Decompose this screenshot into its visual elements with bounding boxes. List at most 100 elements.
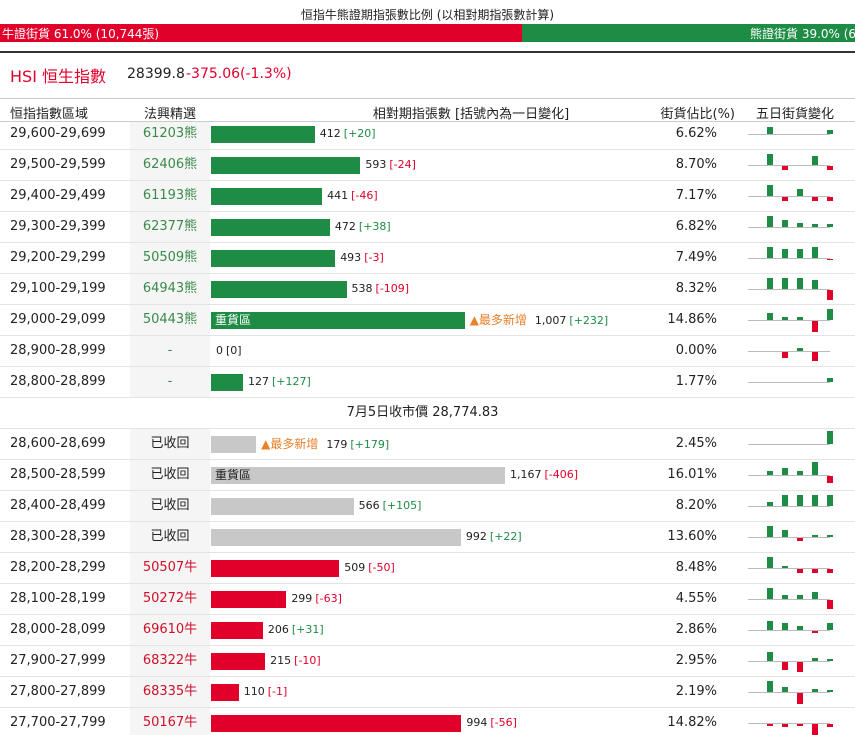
count-group: 992 [+22] — [466, 522, 522, 552]
baseline — [748, 630, 830, 631]
table-row: 29,100-29,199 64943熊 538 [-109] 8.32% — [0, 274, 855, 305]
five-day-chart — [748, 708, 834, 735]
count-bar — [211, 684, 239, 701]
code-bg — [130, 646, 210, 676]
share: 0.00% — [675, 343, 717, 358]
count-group: 593 [-24] — [365, 150, 416, 180]
count: 994 — [466, 716, 488, 729]
five-day-bar — [767, 621, 773, 630]
five-day-bar — [827, 197, 833, 202]
table-row: 28,000-28,099 69610牛 206 [+31] 2.86% — [0, 615, 855, 646]
table-row: 28,100-28,199 50272牛 299 [-63] 4.55% — [0, 584, 855, 615]
code-bg — [130, 677, 210, 707]
five-day-bar — [767, 588, 773, 599]
range: 29,200-29,299 — [10, 250, 106, 265]
five-day-chart — [748, 553, 834, 583]
five-day-chart — [748, 584, 834, 614]
five-day-chart — [748, 646, 834, 676]
range: 28,400-28,499 — [10, 498, 106, 513]
five-day-bar — [782, 220, 788, 227]
ratio-title: 恒指牛熊證期指張數比例 (以相對期指張數計算) — [300, 8, 555, 22]
change: [+105] — [382, 499, 422, 512]
baseline — [748, 475, 830, 476]
five-day-bar — [812, 592, 818, 599]
divider — [0, 51, 855, 53]
count-group: 110 [-1] — [244, 677, 288, 707]
share: 6.82% — [675, 219, 717, 234]
baseline — [748, 289, 830, 290]
five-day-bar — [827, 129, 833, 134]
range: 29,300-29,399 — [10, 219, 106, 234]
five-day-bar — [767, 127, 773, 134]
five-day-chart — [748, 243, 834, 273]
count: 179 — [326, 438, 348, 451]
five-day-bar — [812, 724, 818, 735]
range: 27,700-27,799 — [10, 715, 106, 730]
count-bar — [211, 436, 257, 453]
count-bar — [211, 591, 287, 608]
table-row: 29,300-29,399 62377熊 472 [+38] 6.82% — [0, 212, 855, 243]
range: 29,400-29,499 — [10, 188, 106, 203]
five-day-chart — [748, 460, 834, 490]
count-group: 566 [+105] — [359, 491, 422, 521]
code-bg — [130, 584, 210, 614]
code-bg — [130, 367, 210, 397]
five-day-bar — [767, 724, 773, 727]
five-day-bar — [782, 530, 788, 537]
count-group: 441 [-46] — [327, 181, 378, 211]
range: 29,600-29,699 — [10, 126, 106, 141]
table-row: 29,200-29,299 50509熊 493 [-3] 7.49% — [0, 243, 855, 274]
change: [-406] — [544, 468, 579, 481]
change: [+38] — [358, 220, 391, 233]
five-day-bar — [812, 352, 818, 361]
count: 472 — [334, 220, 356, 233]
code: 69610牛 — [142, 622, 198, 637]
index-change: -375.06(-1.3%) — [186, 66, 292, 82]
count-group: 206 [+31] — [268, 615, 324, 645]
bear-label: 熊證街貨 39.0% (6,877張 — [750, 27, 855, 41]
count: 110 — [243, 685, 265, 698]
code: 50272牛 — [142, 591, 198, 606]
change: [+20] — [343, 127, 376, 140]
count: 127 — [247, 375, 269, 388]
change: [-3] — [364, 251, 384, 264]
share: 8.20% — [675, 498, 717, 513]
five-day-bar — [782, 249, 788, 258]
count: 441 — [327, 189, 349, 202]
count-bar — [211, 157, 361, 174]
range: 27,800-27,899 — [10, 684, 106, 699]
bar-tag: 重貨區 — [215, 468, 252, 482]
count-bar — [211, 374, 243, 391]
index-name: HSI 恒生指數 — [10, 67, 106, 86]
five-day-bar — [767, 154, 773, 165]
count-group: 493 [-3] — [340, 243, 384, 273]
share: 2.45% — [675, 436, 717, 451]
bull-bar — [0, 24, 522, 42]
code: 已收回 — [150, 436, 190, 451]
code: 64943熊 — [142, 281, 198, 296]
five-day-bar — [797, 470, 803, 475]
baseline — [748, 692, 830, 693]
five-day-bar — [797, 249, 803, 258]
five-day-bar — [797, 569, 803, 574]
index-price: 28399.8 — [127, 66, 185, 82]
table-row: 28,400-28,499 已收回 566 [+105] 8.20% — [0, 491, 855, 522]
five-day-bar — [812, 657, 818, 661]
five-day-bar — [782, 352, 788, 358]
bar-tag: 重貨區 — [215, 313, 252, 327]
five-day-bar — [782, 662, 788, 670]
five-day-bar — [812, 223, 818, 227]
five-day-chart — [748, 677, 834, 707]
five-day-bar — [782, 686, 788, 692]
column-header: 法興精選 — [143, 107, 196, 122]
table-row: 29,500-29,599 62406熊 593 [-24] 8.70% — [0, 150, 855, 181]
five-day-bar — [812, 631, 818, 634]
change: [-63] — [315, 592, 342, 605]
five-day-bar — [827, 377, 833, 382]
share: 8.70% — [675, 157, 717, 172]
range: 28,200-28,299 — [10, 560, 106, 575]
five-day-bar — [797, 724, 803, 727]
five-day-bar — [797, 594, 803, 599]
change: [0] — [226, 344, 242, 357]
count-bar: 重貨區 — [211, 467, 505, 484]
